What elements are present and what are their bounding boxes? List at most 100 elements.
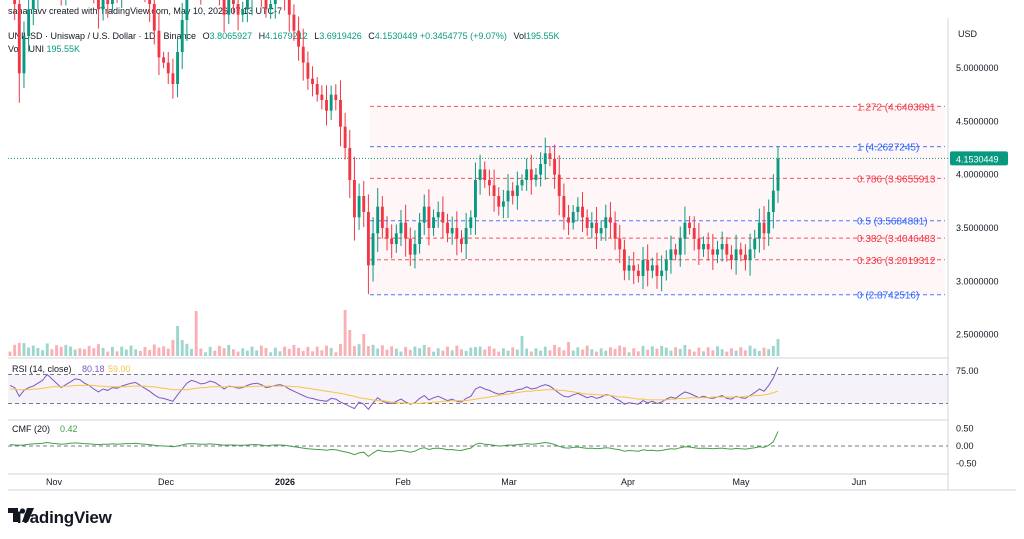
candle-body xyxy=(320,94,324,100)
candle-body xyxy=(427,206,431,228)
candle-body xyxy=(455,228,459,239)
candle-body xyxy=(776,158,780,191)
volume-bar xyxy=(283,346,287,356)
candle-body xyxy=(422,206,426,223)
candle-body xyxy=(771,190,775,212)
volume-bar xyxy=(348,330,352,356)
volume-bar xyxy=(529,351,533,356)
candle-body xyxy=(162,57,166,63)
candle-body xyxy=(706,244,710,250)
volume-bar xyxy=(315,346,319,356)
volume-bar xyxy=(110,346,114,356)
candle-body xyxy=(636,270,640,276)
symbol-legend: UNIUSD · Uniswap / U.S. Dollar · 1D · Bi… xyxy=(8,31,560,41)
candle-body xyxy=(711,249,715,255)
volume-bar xyxy=(720,349,724,356)
open-label: O xyxy=(202,31,210,41)
candle-body xyxy=(581,206,584,218)
candle-body xyxy=(446,222,449,234)
volume-bar xyxy=(343,310,347,356)
volume-series-label[interactable]: Vol · UNI xyxy=(8,44,45,54)
volume-bar xyxy=(376,348,380,356)
volume-bar xyxy=(646,349,650,356)
candlesticks xyxy=(13,0,780,295)
change-value: +0.3454775 (+9.07%) xyxy=(419,31,507,41)
high-label: H xyxy=(258,31,266,41)
volume-bar xyxy=(534,348,538,356)
candle-body xyxy=(306,62,310,79)
volume-bar xyxy=(311,351,314,356)
volume-bar xyxy=(515,349,519,356)
volume-bar xyxy=(571,350,575,356)
close-label: C xyxy=(368,31,375,41)
candle-body xyxy=(27,9,31,37)
volume-bar xyxy=(427,347,431,356)
tradingview-logo-icon xyxy=(8,508,34,522)
volume-bar xyxy=(227,344,231,356)
candle-body xyxy=(31,0,35,10)
fib-level-label: 1.272 (4.6403891 xyxy=(857,102,936,113)
volume-bar xyxy=(436,348,440,356)
time-tick-label: Apr xyxy=(621,477,635,487)
currency-label[interactable]: USD xyxy=(958,29,978,39)
candle-body xyxy=(297,30,301,47)
tradingview-logo[interactable]: TradingView xyxy=(8,508,112,528)
volume-bar xyxy=(632,348,636,356)
candle-body xyxy=(292,14,296,31)
volume-bar xyxy=(627,352,631,356)
last-price-badge xyxy=(950,151,1008,166)
cmf-value: 0.42 xyxy=(60,424,78,434)
candle-body xyxy=(106,0,110,5)
candle-body xyxy=(287,0,291,15)
volume-legend: Vol · UNI 195.55K xyxy=(8,44,80,54)
candle-body xyxy=(474,180,477,218)
volume-bar xyxy=(762,347,766,356)
candle-body xyxy=(543,153,547,164)
volume-bar xyxy=(241,348,245,356)
volume-bar xyxy=(236,351,240,356)
volume-bar xyxy=(287,348,291,356)
volume-bar xyxy=(581,349,584,356)
candle-body xyxy=(492,185,496,196)
volume-bar xyxy=(464,350,468,356)
candle-body xyxy=(339,100,342,127)
candle-body xyxy=(17,4,21,74)
volume-bar xyxy=(371,344,375,356)
volume-bar xyxy=(604,350,608,356)
volume-label: Vol xyxy=(513,31,526,41)
volume-bar xyxy=(520,336,524,356)
volume-bar xyxy=(194,311,198,356)
candle-body xyxy=(767,212,771,234)
candle-body xyxy=(739,249,743,255)
candle-body xyxy=(725,244,729,255)
price-tick-label: 4.0000000 xyxy=(956,170,999,180)
open-value: 3.8065927 xyxy=(209,31,253,41)
volume-bar xyxy=(618,345,622,356)
volume-bar xyxy=(120,346,124,356)
candle-body xyxy=(655,265,659,276)
candle-body xyxy=(450,228,454,234)
volume-bar xyxy=(218,345,221,356)
candle-body xyxy=(534,174,538,180)
volume-bar xyxy=(739,347,743,356)
volume-bar xyxy=(357,344,361,356)
volume-bar xyxy=(329,347,333,356)
volume-bar xyxy=(674,347,678,356)
symbol-title[interactable]: UNIUSD · Uniswap / U.S. Dollar · 1D · Bi… xyxy=(8,31,197,41)
volume-bar xyxy=(143,346,147,356)
volume-bar xyxy=(688,349,692,356)
candle-body xyxy=(241,9,245,15)
volume-bar xyxy=(725,351,729,356)
candle-body xyxy=(553,158,557,175)
candle-body xyxy=(469,217,473,228)
volume-bar xyxy=(716,346,719,356)
candle-body xyxy=(436,212,440,218)
volume-bar xyxy=(734,350,738,356)
candle-body xyxy=(408,238,412,255)
grid-lines xyxy=(8,18,1016,491)
volume-bar xyxy=(748,345,752,356)
price-axis: 5.0000000 4.5000000 4.0000000 3.5000000 3.00… xyxy=(950,63,1008,340)
fibonacci-retracement: 1.272 (4.6403891 1 (4.2627245) 0.786 (3.96… xyxy=(8,102,948,302)
candle-body xyxy=(557,174,561,196)
